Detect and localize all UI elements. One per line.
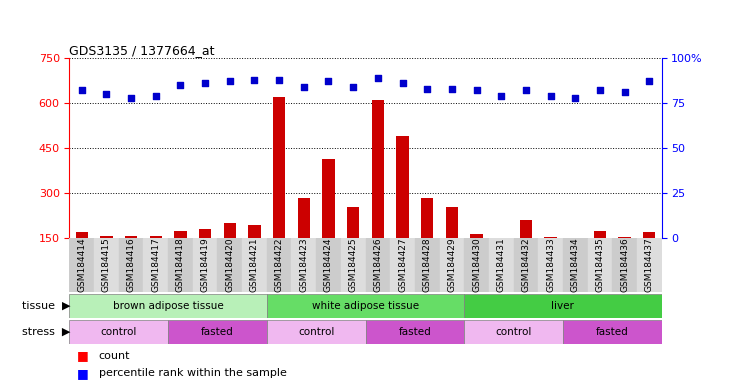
Text: control: control — [101, 327, 137, 337]
Bar — [69, 320, 168, 344]
Bar — [199, 230, 211, 238]
Point — [175, 82, 186, 88]
Bar — [563, 238, 588, 292]
Bar — [75, 232, 88, 238]
Bar — [464, 320, 563, 344]
Bar — [371, 100, 384, 238]
Text: percentile rank within the sample: percentile rank within the sample — [99, 368, 287, 378]
Point — [273, 76, 285, 83]
Point — [545, 93, 556, 99]
Bar — [464, 294, 662, 318]
Bar — [588, 238, 612, 292]
Bar — [563, 320, 662, 344]
Bar — [366, 238, 390, 292]
Bar — [267, 238, 292, 292]
Bar — [193, 238, 218, 292]
Bar — [594, 231, 606, 238]
Text: control: control — [298, 327, 334, 337]
Bar — [513, 238, 538, 292]
Bar — [322, 159, 335, 238]
Bar — [100, 236, 113, 238]
Bar — [495, 238, 507, 240]
Bar — [439, 238, 464, 292]
Point — [496, 93, 507, 99]
Point — [569, 94, 581, 101]
Point — [298, 84, 310, 90]
Bar — [446, 207, 458, 238]
Bar — [347, 207, 360, 238]
Bar — [415, 238, 439, 292]
Bar — [69, 238, 94, 292]
Bar — [470, 234, 482, 238]
Bar — [242, 238, 267, 292]
Bar — [341, 238, 366, 292]
Text: liver: liver — [551, 301, 575, 311]
Bar — [489, 238, 513, 292]
Text: count: count — [99, 351, 130, 361]
Bar — [396, 136, 409, 238]
Bar — [637, 238, 662, 292]
Point — [618, 89, 630, 95]
Bar — [168, 238, 193, 292]
Bar — [298, 198, 310, 238]
Text: GDS3135 / 1377664_at: GDS3135 / 1377664_at — [69, 44, 215, 57]
Text: control: control — [496, 327, 531, 337]
Bar — [143, 238, 168, 292]
Point — [200, 80, 211, 86]
Point — [125, 94, 137, 101]
Point — [594, 88, 606, 94]
Point — [249, 76, 260, 83]
Bar — [421, 198, 433, 238]
Bar — [249, 225, 261, 238]
Bar — [168, 320, 267, 344]
Point — [372, 75, 384, 81]
Point — [446, 86, 458, 92]
Bar — [366, 320, 464, 344]
Bar — [538, 238, 563, 292]
Text: fasted: fasted — [398, 327, 431, 337]
Bar — [267, 294, 464, 318]
Bar — [218, 238, 242, 292]
Bar — [317, 238, 341, 292]
Point — [643, 78, 655, 84]
Text: ■: ■ — [77, 349, 88, 362]
Bar — [520, 220, 532, 238]
Point — [397, 80, 409, 86]
Point — [471, 88, 482, 94]
Point — [322, 78, 334, 84]
Text: stress  ▶: stress ▶ — [22, 327, 70, 337]
Text: fasted: fasted — [201, 327, 234, 337]
Bar — [643, 232, 656, 238]
Bar — [224, 223, 236, 238]
Bar — [69, 294, 267, 318]
Point — [347, 84, 359, 90]
Text: white adipose tissue: white adipose tissue — [312, 301, 419, 311]
Bar — [119, 238, 143, 292]
Text: tissue  ▶: tissue ▶ — [22, 301, 70, 311]
Bar — [464, 238, 489, 292]
Point — [224, 78, 235, 84]
Text: ■: ■ — [77, 367, 88, 380]
Bar — [125, 237, 137, 238]
Bar — [267, 320, 366, 344]
Bar — [174, 231, 186, 238]
Bar — [94, 238, 118, 292]
Point — [76, 88, 88, 94]
Point — [101, 91, 113, 97]
Bar — [150, 237, 162, 238]
Bar — [612, 238, 637, 292]
Bar — [390, 238, 415, 292]
Bar — [292, 238, 317, 292]
Text: brown adipose tissue: brown adipose tissue — [113, 301, 224, 311]
Bar — [618, 237, 631, 238]
Point — [150, 93, 162, 99]
Bar — [545, 237, 557, 238]
Point — [421, 86, 433, 92]
Point — [520, 88, 531, 94]
Bar — [273, 97, 285, 238]
Text: fasted: fasted — [596, 327, 629, 337]
